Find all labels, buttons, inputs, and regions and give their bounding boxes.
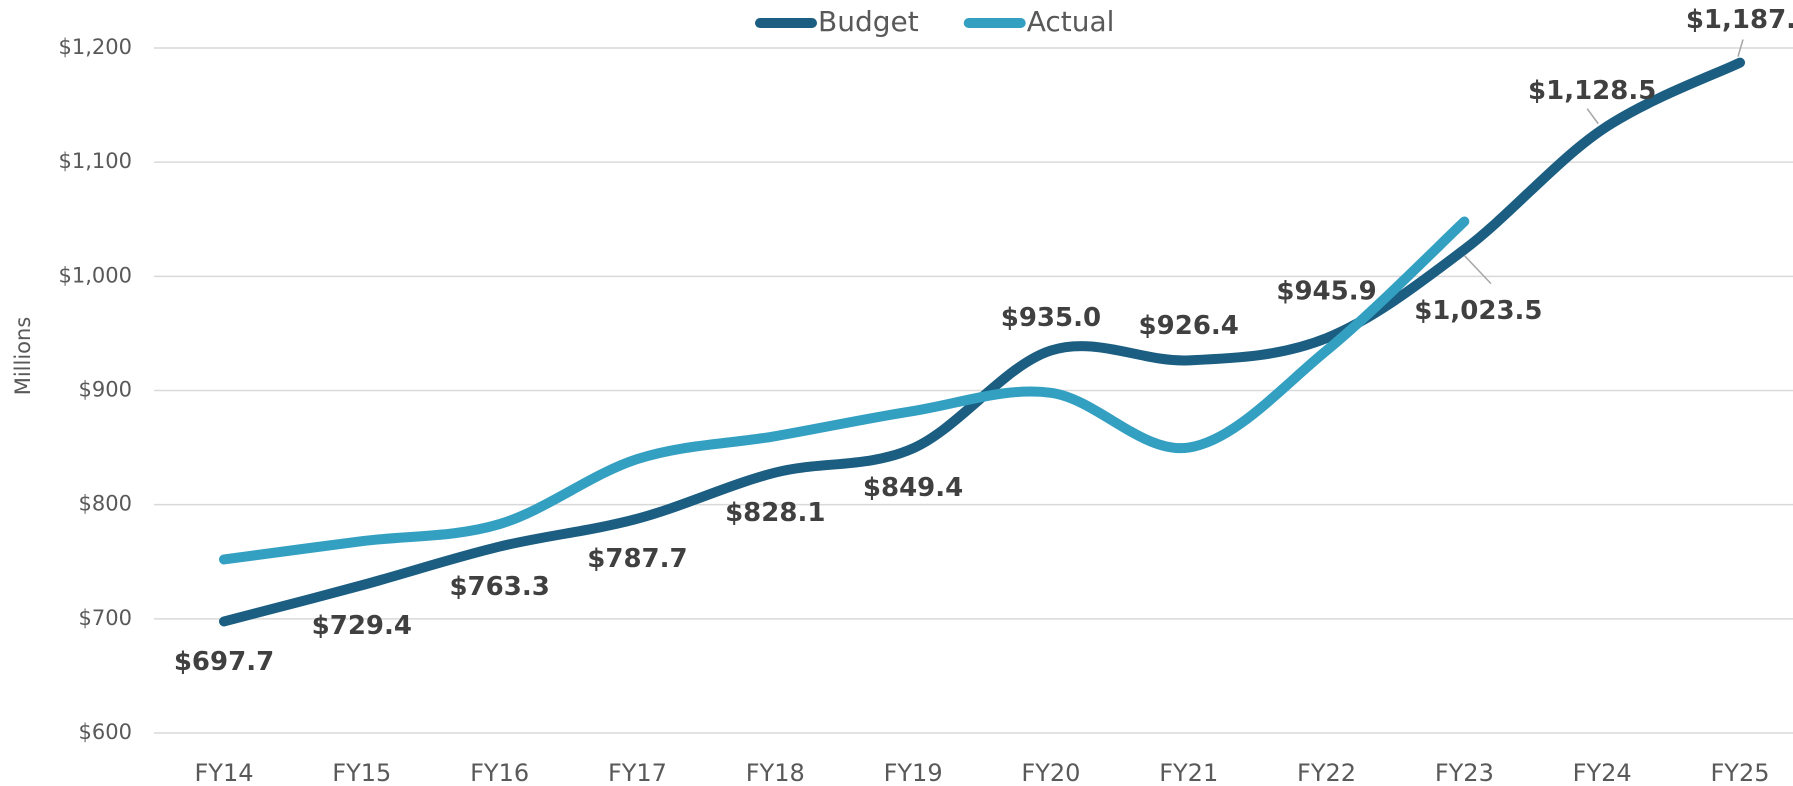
x-tick-label: FY16 [470,759,529,786]
data-label: $697.7 [174,647,274,677]
x-tick-label: FY15 [332,759,391,786]
x-tick-label: FY20 [1021,759,1080,786]
y-tick-label: $1,200 [59,35,132,59]
data-label: $1,023.5 [1414,296,1542,326]
data-label: $849.4 [863,473,963,503]
data-label: $763.3 [449,572,549,602]
data-label: $787.7 [587,544,687,574]
data-label: $945.9 [1276,277,1376,307]
leader-line [1586,108,1599,125]
x-tick-label: FY24 [1573,759,1632,786]
data-label: $828.1 [725,498,825,528]
data-label: $926.4 [1139,311,1239,341]
series-line [219,57,1745,627]
y-tick-label: $600 [79,720,132,744]
y-tick-label: $1,100 [59,149,132,173]
y-tick-label: $900 [79,378,132,402]
y-tick-label: $800 [79,492,132,516]
x-tick-label: FY21 [1159,759,1218,786]
x-tick-label: FY22 [1297,759,1356,786]
x-tick-label: FY18 [746,759,805,786]
y-tick-label: $1,000 [59,263,132,287]
legend-label: Actual [1027,5,1115,38]
y-tick-label: $700 [79,606,132,630]
legend-label: Budget [818,5,919,38]
x-tick-label: FY14 [194,759,253,786]
y-axis-label: Millions [11,317,35,396]
x-tick-label: FY19 [884,759,943,786]
data-label: $1,187.2 [1686,5,1793,35]
x-tick-label: FY25 [1710,759,1769,786]
data-label: $935.0 [1001,303,1101,333]
leader-line [1737,39,1744,57]
data-label: $1,128.5 [1528,76,1656,106]
leader-line [1463,254,1492,285]
x-tick-label: FY17 [608,759,667,786]
data-label: $729.4 [312,611,412,641]
series-line [219,216,1470,565]
x-tick-label: FY23 [1435,759,1494,786]
